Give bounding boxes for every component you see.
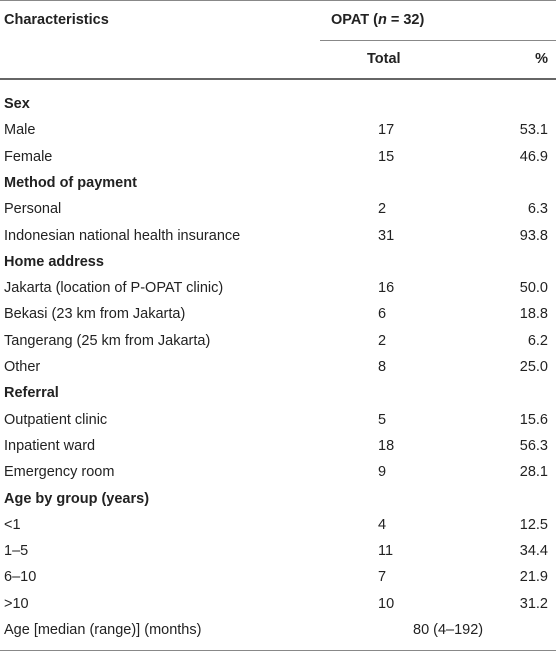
row-label: Age [median (range)] (months) xyxy=(4,622,202,638)
section-title: Home address xyxy=(4,253,104,270)
row-total: 5 xyxy=(378,411,387,428)
row-total: 6 xyxy=(378,306,387,323)
section-title: Sex xyxy=(4,96,30,112)
row-total: 16 xyxy=(378,280,395,297)
rule xyxy=(0,650,556,651)
row-percent: 53.1 xyxy=(519,122,548,139)
row-label: Indonesian national health insurance xyxy=(4,227,241,244)
header-group-prefix: OPAT ( xyxy=(331,12,378,28)
row-percent: 6.2 xyxy=(527,332,548,349)
row-total: 7 xyxy=(378,569,387,586)
row-label: <1 xyxy=(4,516,21,533)
row-value: 80 (4–192) xyxy=(413,622,484,638)
header-percent: % xyxy=(535,51,548,67)
row-percent: 46.9 xyxy=(519,148,548,165)
row-percent: 15.6 xyxy=(519,411,548,428)
row-label: Female xyxy=(4,148,53,165)
row-label: Emergency room xyxy=(4,464,115,481)
rule xyxy=(320,40,556,41)
row-label: Tangerang (25 km from Jakarta) xyxy=(4,332,211,349)
header-total: Total xyxy=(367,51,401,67)
row-total: 31 xyxy=(378,227,395,244)
row-percent: 21.9 xyxy=(519,569,548,586)
row-label: Personal xyxy=(4,201,62,218)
row-label: >10 xyxy=(4,595,29,612)
row-percent: 34.4 xyxy=(519,543,548,560)
row-percent: 93.8 xyxy=(519,227,548,244)
header-characteristics: Characteristics xyxy=(4,12,109,28)
row-total: 10 xyxy=(378,595,395,612)
row-percent: 31.2 xyxy=(519,595,548,612)
row-percent: 28.1 xyxy=(519,464,548,481)
row-label: Other xyxy=(4,359,41,375)
row-percent: 12.5 xyxy=(519,516,548,533)
row-total: 11 xyxy=(378,543,394,560)
row-total: 15 xyxy=(378,148,395,165)
header-group-suffix: = 32) xyxy=(386,12,425,28)
row-label: Bekasi (23 km from Jakarta) xyxy=(4,306,186,323)
row-percent: 25.0 xyxy=(519,359,548,375)
section-title: Age by group (years) xyxy=(4,490,150,507)
row-percent: 50.0 xyxy=(519,280,548,297)
row-total: 18 xyxy=(378,437,395,454)
row-label: Male xyxy=(4,122,36,139)
rule xyxy=(0,0,556,1)
row-total: 4 xyxy=(378,516,387,533)
row-total: 2 xyxy=(378,332,387,349)
row-label: Jakarta (location of P-OPAT clinic) xyxy=(4,280,224,297)
row-percent: 6.3 xyxy=(527,201,548,218)
header-group-n: n xyxy=(377,12,387,28)
row-label: 6–10 xyxy=(4,569,37,586)
row-label: Inpatient ward xyxy=(4,437,96,454)
row-percent: 56.3 xyxy=(519,437,548,454)
section-title: Method of payment xyxy=(4,174,137,191)
row-total: 8 xyxy=(378,359,387,375)
row-total: 9 xyxy=(378,464,387,481)
header-group: OPAT (n = 32) xyxy=(331,11,424,29)
section-title: Referral xyxy=(4,385,59,402)
row-label: 1–5 xyxy=(4,543,29,560)
row-total: 2 xyxy=(378,201,387,218)
rule xyxy=(0,78,556,80)
row-total: 17 xyxy=(378,122,395,139)
row-percent: 18.8 xyxy=(519,306,548,323)
row-label: Outpatient clinic xyxy=(4,411,108,428)
